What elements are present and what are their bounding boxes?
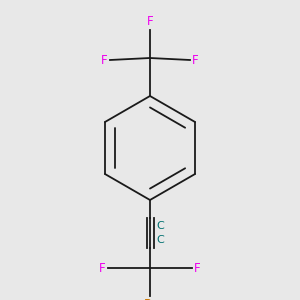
Text: F: F — [99, 262, 106, 275]
Text: F: F — [101, 53, 108, 67]
Text: C: C — [156, 221, 164, 231]
Text: C: C — [156, 235, 164, 245]
Text: F: F — [192, 53, 199, 67]
Text: F: F — [147, 15, 153, 28]
Text: F: F — [194, 262, 201, 275]
Text: Br: Br — [143, 298, 157, 300]
